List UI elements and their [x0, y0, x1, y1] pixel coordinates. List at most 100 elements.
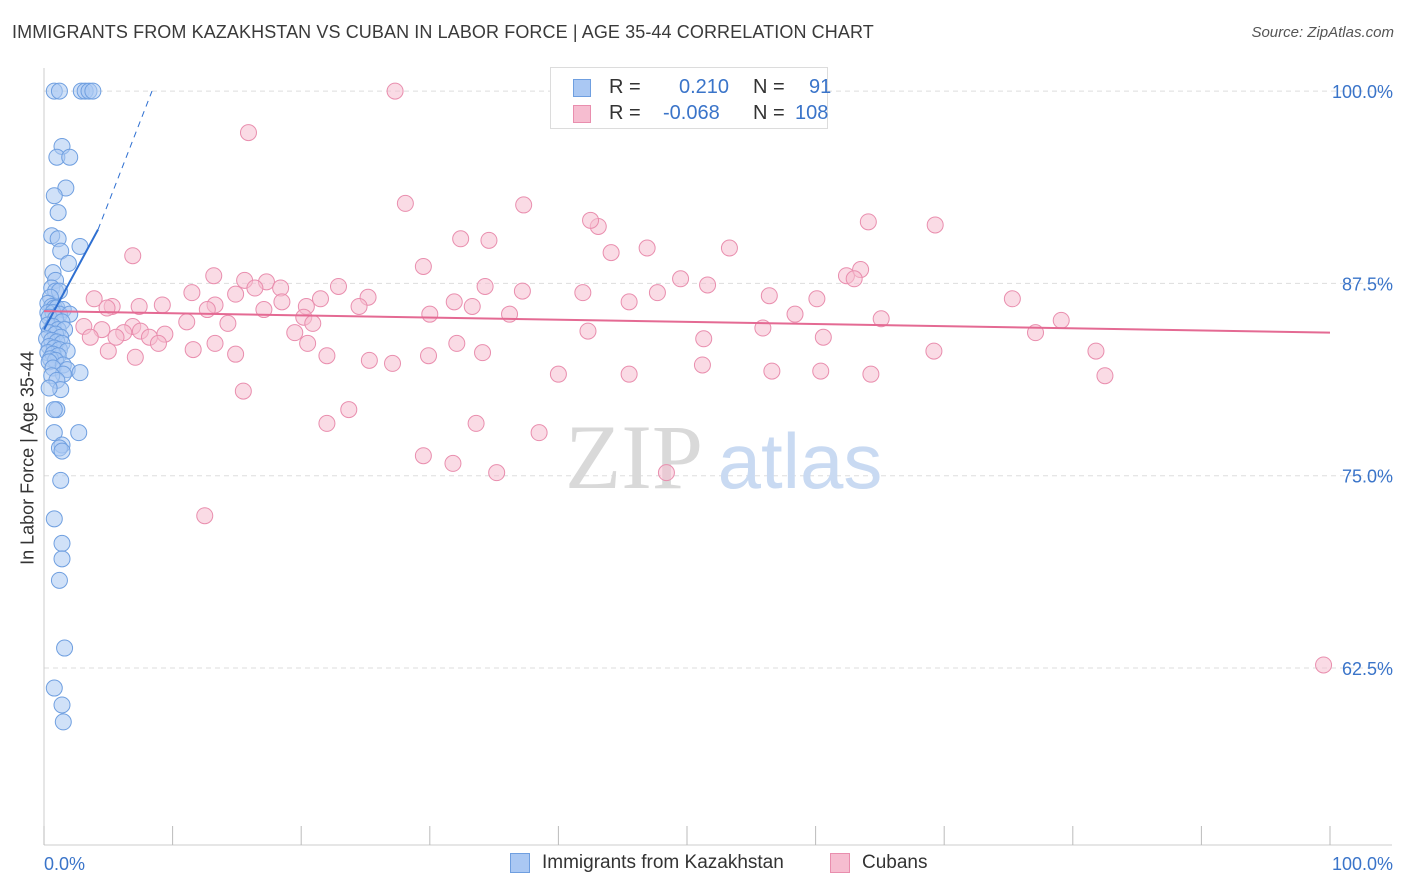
- y-tick-label: 75.0%: [1342, 467, 1393, 487]
- kazakhstan-point: [53, 550, 71, 568]
- cubans-point: [925, 342, 943, 360]
- cubans-point: [360, 351, 378, 369]
- kazakhstan-point: [53, 442, 71, 460]
- cubans-point: [488, 464, 506, 482]
- bottom-legend-swatch-kazakhstan: [510, 853, 530, 873]
- cubans-point: [81, 328, 99, 346]
- cubans-point: [620, 293, 638, 311]
- cubans-point: [219, 314, 237, 332]
- legend-r-label: R =: [609, 102, 641, 124]
- watermark-atlas: atlas: [718, 417, 883, 505]
- bottom-legend-label-cubans: Cubans: [862, 852, 928, 873]
- cubans-point: [926, 216, 944, 234]
- cubans-point: [1003, 290, 1021, 308]
- cubans-point: [452, 230, 470, 248]
- cubans-point: [1087, 342, 1105, 360]
- cubans-point: [1052, 311, 1070, 329]
- cubans-point: [474, 344, 492, 362]
- cubans-points: [75, 82, 1333, 674]
- cubans-point: [515, 196, 533, 214]
- cubans-point: [695, 330, 713, 348]
- axis-layer: [43, 68, 1392, 846]
- cubans-point: [130, 297, 148, 315]
- cubans-point: [445, 293, 463, 311]
- legend-r-value-cubans: -0.068: [663, 102, 720, 124]
- cubans-point: [872, 310, 890, 328]
- cubans-point: [183, 284, 201, 302]
- cubans-point: [149, 334, 167, 352]
- kazakhstan-trend-line: [43, 229, 99, 331]
- cubans-point: [638, 239, 656, 257]
- kazakhstan-point: [45, 679, 63, 697]
- cubans-point: [304, 314, 322, 332]
- cubans-point: [786, 305, 804, 323]
- cubans-point: [311, 290, 329, 308]
- cubans-point: [246, 279, 264, 297]
- cubans-point: [808, 290, 826, 308]
- y-axis-label: In Labor Force | Age 35-44: [17, 351, 38, 565]
- cubans-point: [530, 424, 548, 442]
- cubans-point: [396, 194, 414, 212]
- cubans-point: [463, 297, 481, 315]
- legend-r-label: R =: [609, 76, 641, 98]
- cubans-point: [85, 290, 103, 308]
- legend-n-value-kazakhstan: 91: [809, 76, 832, 98]
- kazakhstan-point: [70, 424, 88, 442]
- cubans-point: [234, 382, 252, 400]
- cubans-point: [227, 345, 245, 363]
- y-tick-label: 62.5%: [1342, 659, 1393, 679]
- cubans-point: [444, 454, 462, 472]
- cubans-point: [153, 296, 171, 314]
- cubans-point: [812, 362, 830, 380]
- cubans-point: [693, 356, 711, 374]
- cubans-point: [318, 347, 336, 365]
- watermark-zip: ZIP: [565, 406, 703, 508]
- cubans-point: [672, 270, 690, 288]
- cubans-point: [814, 328, 832, 346]
- cubans-point: [513, 282, 531, 300]
- legend-n-label: N =: [753, 102, 785, 124]
- kazakhstan-point: [45, 187, 63, 205]
- cubans-point: [480, 231, 498, 249]
- kazakhstan-point: [84, 82, 102, 100]
- cubans-point: [99, 342, 117, 360]
- cubans-point: [859, 213, 877, 231]
- kazakhstan-point: [56, 639, 74, 657]
- legend-swatch-kazakhstan: [573, 79, 591, 97]
- cubans-point: [107, 328, 125, 346]
- tick-labels: 62.5% 75.0% 87.5% 100.0% 0.0% 100.0%: [44, 82, 1393, 874]
- x-tick-label-min: 0.0%: [44, 854, 85, 874]
- cubans-point: [329, 277, 347, 295]
- x-tick-label-max: 100.0%: [1332, 854, 1393, 874]
- kazakhstan-point: [52, 242, 70, 260]
- kazakhstan-point: [40, 379, 58, 397]
- cubans-trend-line: [43, 310, 1331, 334]
- legend-n-label: N =: [753, 76, 785, 98]
- cubans-point: [286, 324, 304, 342]
- cubans-point: [1315, 656, 1333, 674]
- cubans-point: [760, 287, 778, 305]
- cubans-point: [273, 293, 291, 311]
- kazakhstan-point: [45, 401, 63, 419]
- cubans-point: [699, 276, 717, 294]
- cubans-point: [648, 284, 666, 302]
- kazakhstan-point: [59, 254, 77, 272]
- cubans-point: [414, 447, 432, 465]
- cubans-point: [720, 239, 738, 257]
- cubans-point: [467, 414, 485, 432]
- kazakhstan-point: [49, 204, 67, 222]
- cubans-point: [124, 247, 142, 265]
- trend-lines: [43, 90, 1331, 334]
- legend-r-value-kazakhstan: 0.210: [679, 76, 730, 98]
- bottom-legend-label-kazakhstan: Immigrants from Kazakhstan: [542, 852, 784, 873]
- cubans-point: [178, 313, 196, 331]
- y-tick-label: 100.0%: [1332, 82, 1393, 102]
- cubans-point: [582, 211, 600, 229]
- cubans-point: [574, 284, 592, 302]
- cubans-point: [421, 305, 439, 323]
- cubans-point: [845, 270, 863, 288]
- legend-swatch-cubans: [573, 105, 591, 123]
- cubans-point: [414, 257, 432, 275]
- cubans-point: [476, 277, 494, 295]
- cubans-point: [657, 464, 675, 482]
